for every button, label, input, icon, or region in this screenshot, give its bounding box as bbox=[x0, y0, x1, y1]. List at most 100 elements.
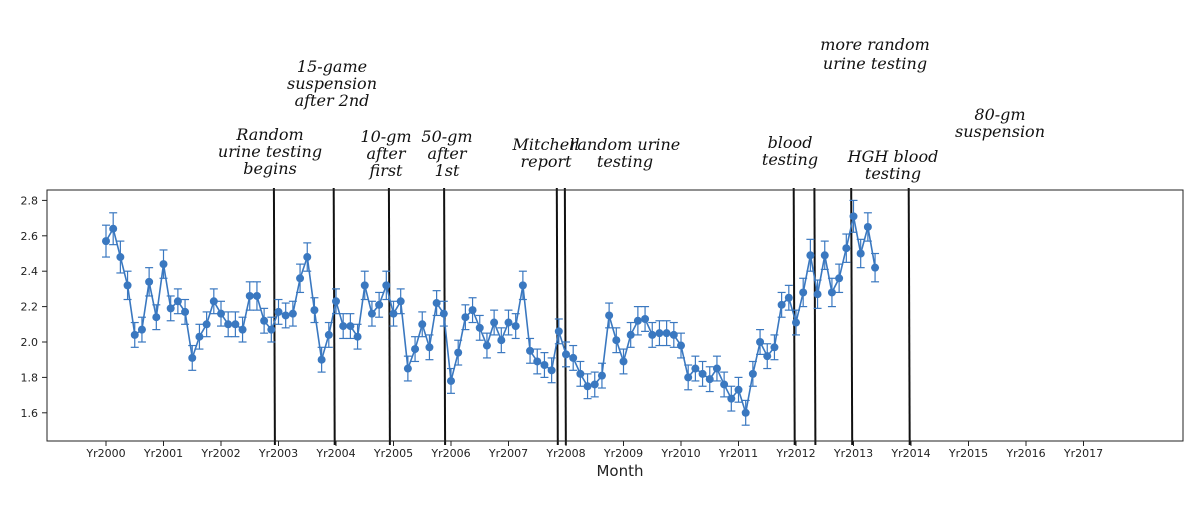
data-point bbox=[123, 281, 132, 290]
data-point bbox=[324, 330, 333, 339]
data-point bbox=[403, 364, 412, 373]
data-point bbox=[813, 290, 822, 299]
x-tick-label: Yr2012 bbox=[775, 447, 815, 460]
data-point bbox=[439, 309, 448, 318]
y-tick-label: 2.2 bbox=[21, 301, 39, 314]
data-point bbox=[763, 352, 772, 361]
data-point bbox=[648, 330, 657, 339]
data-point bbox=[188, 353, 197, 362]
annotation-line bbox=[272, 187, 276, 446]
data-point bbox=[734, 385, 743, 394]
data-point bbox=[849, 212, 858, 221]
data-point bbox=[741, 408, 750, 417]
data-point bbox=[288, 309, 297, 318]
data-point bbox=[375, 300, 384, 309]
data-point bbox=[389, 309, 398, 318]
data-point bbox=[360, 281, 369, 290]
y-tick-label: 2.6 bbox=[21, 230, 39, 243]
data-point bbox=[137, 325, 146, 334]
data-point bbox=[871, 263, 880, 272]
data-point bbox=[382, 281, 391, 290]
annotation-line bbox=[850, 187, 854, 446]
annotation-text: HGH blood bbox=[847, 147, 939, 166]
annotation-text: suspension bbox=[287, 74, 377, 93]
data-point bbox=[669, 330, 678, 339]
data-point bbox=[641, 314, 650, 323]
annotation-line bbox=[563, 187, 567, 446]
data-point bbox=[102, 237, 110, 246]
annotation-line bbox=[813, 187, 817, 446]
data-point bbox=[296, 274, 305, 283]
data-point bbox=[166, 304, 175, 313]
data-point bbox=[583, 382, 592, 391]
data-point bbox=[490, 318, 499, 327]
x-tick-label: Yr2016 bbox=[1005, 447, 1045, 460]
x-tick-label: Yr2006 bbox=[430, 447, 470, 460]
data-point bbox=[597, 371, 606, 380]
data-point bbox=[411, 345, 420, 354]
data-point bbox=[209, 297, 218, 306]
data-point bbox=[511, 322, 520, 331]
annotation-text: 1st bbox=[435, 161, 460, 180]
data-point bbox=[820, 251, 829, 260]
data-point bbox=[418, 320, 427, 329]
data-point bbox=[482, 341, 491, 350]
x-tick-label: Yr2017 bbox=[1063, 447, 1103, 460]
annotation-text: blood bbox=[768, 133, 813, 152]
data-point bbox=[626, 330, 635, 339]
data-point bbox=[784, 293, 793, 302]
data-point bbox=[547, 366, 556, 375]
annotation-text: first bbox=[369, 161, 404, 180]
annotation-text: begins bbox=[243, 159, 297, 178]
data-point bbox=[554, 327, 563, 336]
data-point bbox=[303, 253, 312, 262]
annotation-text: 80-gm bbox=[974, 105, 1025, 124]
annotation-lines bbox=[272, 187, 911, 446]
data-point bbox=[633, 316, 642, 325]
data-point bbox=[454, 348, 463, 357]
annotation-line bbox=[387, 187, 391, 446]
x-tick-label: Yr2010 bbox=[660, 447, 700, 460]
data-point bbox=[461, 313, 470, 322]
annotation-text: random urine bbox=[570, 135, 680, 154]
annotation-text: urine testing bbox=[218, 142, 322, 161]
annotation-text: urine testing bbox=[823, 54, 927, 73]
data-point bbox=[475, 323, 484, 332]
data-point bbox=[159, 260, 168, 269]
data-point bbox=[497, 336, 506, 345]
data-point bbox=[339, 322, 348, 331]
annotation-line bbox=[332, 187, 336, 446]
annotation-text: Mitchell bbox=[512, 135, 580, 154]
data-point bbox=[526, 346, 535, 355]
data-point bbox=[756, 338, 765, 346]
data-point bbox=[799, 288, 808, 297]
data-point bbox=[152, 313, 161, 322]
data-point bbox=[195, 332, 204, 341]
annotation-text: testing bbox=[865, 164, 921, 183]
data-point bbox=[396, 297, 405, 306]
x-tick-label: Yr2015 bbox=[948, 447, 988, 460]
data-point bbox=[468, 306, 477, 315]
data-point bbox=[367, 309, 376, 318]
data-points bbox=[102, 212, 880, 417]
data-point bbox=[605, 311, 614, 320]
x-tick-label: Yr2008 bbox=[545, 447, 585, 460]
data-point bbox=[619, 357, 628, 366]
annotation-text: after bbox=[366, 144, 406, 163]
y-tick-label: 2.4 bbox=[21, 265, 39, 278]
annotation-text: 10-gm bbox=[360, 127, 411, 146]
data-point bbox=[677, 341, 685, 350]
data-point bbox=[281, 311, 290, 320]
data-point bbox=[260, 316, 269, 325]
data-point bbox=[353, 332, 362, 341]
data-point bbox=[727, 394, 736, 403]
x-tick-label: Yr2005 bbox=[373, 447, 413, 460]
data-point bbox=[576, 369, 585, 378]
data-point bbox=[145, 277, 154, 286]
data-point bbox=[231, 320, 240, 329]
annotation-text: after 2nd bbox=[295, 91, 370, 110]
data-point bbox=[720, 380, 729, 389]
data-point bbox=[238, 325, 247, 334]
data-point bbox=[612, 336, 621, 345]
